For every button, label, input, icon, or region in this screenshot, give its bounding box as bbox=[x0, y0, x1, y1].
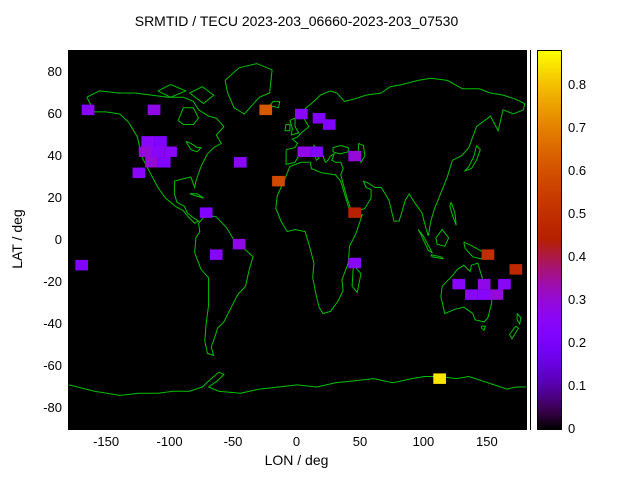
coastline bbox=[275, 161, 364, 315]
data-cell bbox=[509, 264, 523, 275]
data-cell bbox=[348, 257, 361, 269]
coastline bbox=[189, 193, 204, 199]
coastline bbox=[86, 90, 225, 224]
coastline bbox=[357, 142, 366, 164]
data-cell bbox=[154, 136, 167, 147]
coastline bbox=[417, 229, 434, 254]
coastline bbox=[157, 84, 188, 98]
data-cell bbox=[477, 278, 491, 290]
plot-right-wall bbox=[530, 50, 531, 430]
coastline bbox=[224, 63, 273, 115]
coastline bbox=[449, 202, 457, 226]
data-cell bbox=[297, 146, 311, 157]
colorbar-tick-label: 0.7 bbox=[568, 120, 587, 136]
data-cell bbox=[452, 278, 466, 290]
coastline bbox=[69, 371, 526, 396]
data-cell bbox=[477, 289, 491, 300]
coastline bbox=[435, 228, 450, 247]
colorbar-tick-label: 0.4 bbox=[568, 249, 587, 265]
colorbar-tick-label: 0.1 bbox=[568, 378, 587, 394]
x-tick-label: 100 bbox=[412, 434, 435, 449]
data-cell bbox=[147, 104, 161, 116]
coastline bbox=[430, 254, 444, 260]
y-tick-label: 80 bbox=[47, 64, 62, 79]
x-axis-label: LON / deg bbox=[264, 452, 329, 468]
y-tick-label: -20 bbox=[43, 274, 62, 289]
data-cell bbox=[490, 289, 504, 300]
y-tick-label: 0 bbox=[54, 232, 62, 247]
data-cell bbox=[75, 259, 88, 271]
data-cell bbox=[81, 104, 95, 116]
coastline bbox=[194, 214, 254, 357]
data-cell bbox=[138, 146, 152, 157]
coastline bbox=[508, 325, 520, 340]
coastline bbox=[189, 86, 215, 105]
data-cell bbox=[157, 157, 171, 168]
data-cell bbox=[433, 373, 446, 384]
data-cell bbox=[141, 136, 155, 147]
data-cell bbox=[234, 157, 247, 168]
coastline bbox=[285, 77, 526, 236]
data-cell bbox=[164, 146, 177, 157]
plot-area bbox=[68, 50, 527, 430]
data-cell bbox=[348, 150, 361, 162]
data-cell bbox=[310, 146, 323, 157]
y-tick-label: -80 bbox=[43, 400, 62, 415]
coastline bbox=[516, 313, 522, 326]
x-tick-label: 50 bbox=[352, 434, 368, 449]
x-tick-label: -50 bbox=[223, 434, 243, 449]
data-cell bbox=[132, 167, 146, 179]
y-tick-label: 40 bbox=[47, 148, 62, 163]
world-map bbox=[69, 63, 526, 396]
coastline bbox=[332, 144, 349, 155]
colorbar-tick-label: 0.8 bbox=[568, 77, 587, 93]
coastline bbox=[185, 140, 203, 153]
coastline bbox=[463, 145, 481, 172]
data-cell bbox=[199, 207, 213, 218]
x-tick-label: 0 bbox=[292, 434, 301, 449]
data-cell bbox=[272, 175, 285, 187]
data-cell bbox=[151, 146, 165, 157]
data-cell bbox=[312, 113, 326, 124]
colorbar bbox=[537, 50, 562, 430]
y-tick-label: 60 bbox=[47, 106, 62, 121]
data-cell bbox=[481, 249, 495, 260]
colorbar-tick-label: 0.5 bbox=[568, 206, 587, 222]
coastline bbox=[481, 325, 487, 332]
data-cell bbox=[348, 207, 361, 218]
data-cell bbox=[259, 104, 273, 116]
data-cell bbox=[498, 278, 511, 290]
colorbar-tick-label: 0.2 bbox=[568, 335, 587, 351]
coastline bbox=[284, 124, 291, 132]
y-tick-label: -60 bbox=[43, 358, 62, 373]
coastline bbox=[351, 264, 362, 294]
coastline bbox=[177, 107, 200, 125]
x-tick-label: 150 bbox=[476, 434, 498, 449]
data-cell bbox=[209, 249, 223, 260]
data-cell bbox=[295, 108, 308, 120]
colorbar-tick-label: 0 bbox=[568, 421, 576, 436]
x-tick-label: -100 bbox=[156, 434, 183, 449]
y-tick-label: -40 bbox=[43, 316, 62, 331]
chart-title: SRMTID / TECU 2023-203_06660-2023-203_07… bbox=[134, 13, 459, 29]
x-tick-label: -150 bbox=[93, 434, 120, 449]
coastline bbox=[269, 100, 281, 109]
colorbar-tick-label: 0.3 bbox=[568, 292, 587, 308]
data-cell bbox=[322, 119, 336, 130]
coastline bbox=[463, 241, 485, 260]
y-tick-label: 20 bbox=[47, 190, 62, 205]
coastline bbox=[289, 117, 300, 136]
data-cell bbox=[232, 238, 246, 250]
data-cell bbox=[145, 157, 158, 168]
data-cell bbox=[465, 289, 478, 300]
colorbar-tick-label: 0.6 bbox=[568, 163, 587, 179]
